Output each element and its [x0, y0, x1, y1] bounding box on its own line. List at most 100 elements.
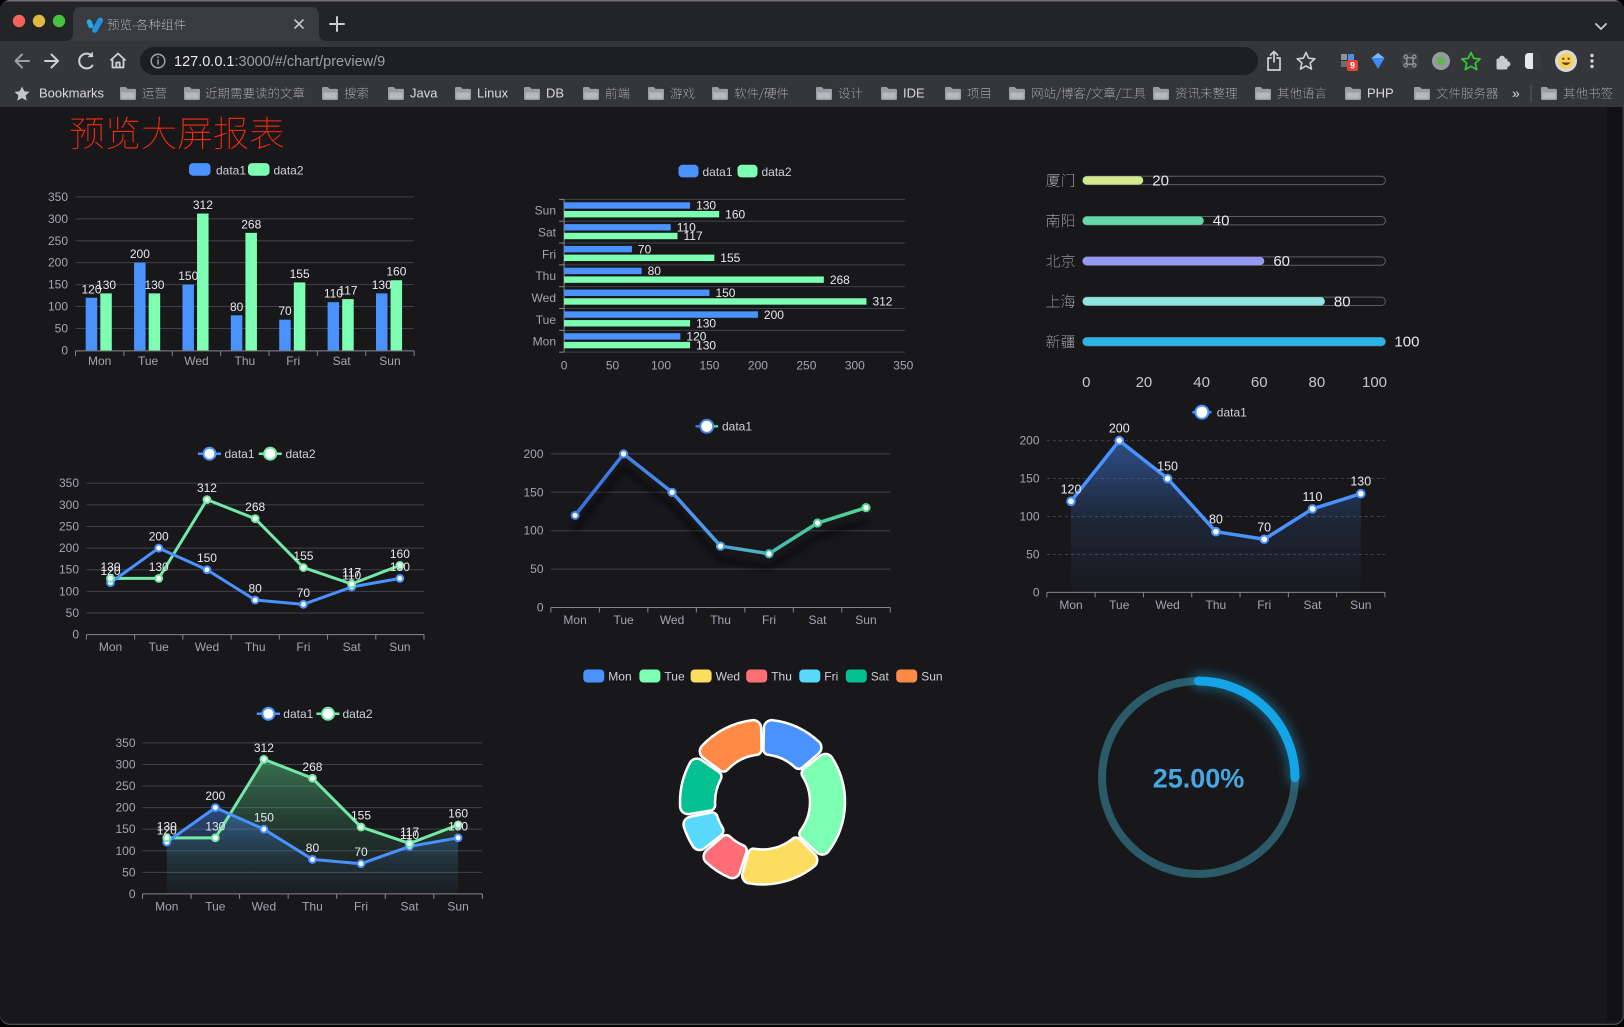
svg-text:250: 250 — [115, 779, 135, 793]
svg-text:Mon: Mon — [1059, 598, 1082, 612]
svg-text:300: 300 — [115, 757, 135, 771]
svg-text:Thu: Thu — [234, 354, 255, 368]
svg-text:Fri: Fri — [824, 670, 838, 684]
svg-text:130: 130 — [157, 819, 177, 833]
svg-text:150: 150 — [1157, 460, 1178, 474]
svg-text:Mon: Mon — [155, 899, 178, 913]
svg-text:Tue: Tue — [1109, 598, 1130, 612]
svg-text:155: 155 — [290, 267, 310, 281]
svg-text:80: 80 — [306, 841, 320, 855]
svg-text:200: 200 — [748, 359, 768, 373]
svg-text:130: 130 — [100, 560, 120, 574]
svg-text:100: 100 — [115, 844, 135, 858]
svg-text:Sun: Sun — [1350, 598, 1371, 612]
svg-text:60: 60 — [1251, 374, 1268, 391]
svg-text:110: 110 — [342, 569, 361, 583]
svg-text:160: 160 — [386, 265, 406, 279]
svg-text:40: 40 — [1193, 374, 1210, 391]
svg-text:130: 130 — [96, 278, 116, 292]
svg-text:130: 130 — [1350, 475, 1371, 489]
svg-text:Tue: Tue — [536, 313, 557, 327]
svg-text:Wed: Wed — [1155, 598, 1179, 612]
svg-text:312: 312 — [872, 295, 892, 309]
svg-text:70: 70 — [638, 242, 652, 256]
svg-text:100: 100 — [523, 524, 543, 538]
svg-text:0: 0 — [1082, 374, 1090, 391]
svg-text:150: 150 — [59, 563, 79, 577]
svg-text:268: 268 — [241, 217, 261, 231]
svg-text:data2: data2 — [274, 164, 304, 178]
svg-text:160: 160 — [448, 806, 468, 820]
svg-text:data1: data1 — [703, 165, 733, 179]
svg-text:160: 160 — [390, 547, 410, 561]
svg-text:data1: data1 — [225, 447, 255, 461]
svg-text:100: 100 — [651, 359, 671, 373]
svg-text:150: 150 — [48, 278, 68, 292]
svg-text:130: 130 — [696, 338, 716, 352]
svg-text:Sat: Sat — [808, 613, 827, 627]
svg-text:Sat: Sat — [401, 899, 420, 913]
svg-text:IDE: IDE — [903, 86, 925, 101]
svg-text:Tue: Tue — [138, 354, 159, 368]
svg-text:Thu: Thu — [535, 269, 556, 283]
svg-text:Tue: Tue — [149, 640, 170, 654]
svg-text:Thu: Thu — [245, 640, 266, 654]
svg-text:Thu: Thu — [771, 670, 792, 684]
svg-text:0: 0 — [72, 628, 79, 642]
svg-text:DB: DB — [546, 86, 564, 101]
svg-text:150: 150 — [115, 822, 135, 836]
svg-text:Sun: Sun — [921, 670, 942, 684]
svg-text:250: 250 — [796, 359, 816, 373]
svg-text:312: 312 — [254, 741, 274, 755]
svg-text:Mon: Mon — [99, 640, 122, 654]
svg-text:data1: data1 — [216, 164, 246, 178]
svg-text:60: 60 — [1273, 253, 1290, 270]
svg-text:data1: data1 — [722, 420, 752, 434]
svg-text:130: 130 — [144, 278, 164, 292]
svg-text:100: 100 — [59, 584, 79, 598]
svg-text:200: 200 — [149, 530, 169, 544]
svg-text:80: 80 — [1309, 374, 1326, 391]
svg-text:data2: data2 — [286, 447, 316, 461]
svg-text:50: 50 — [1026, 547, 1040, 561]
svg-text:20: 20 — [1136, 374, 1153, 391]
svg-text:312: 312 — [193, 198, 213, 212]
svg-text:Fri: Fri — [1257, 598, 1271, 612]
svg-text:350: 350 — [59, 476, 79, 490]
svg-text:155: 155 — [293, 549, 313, 563]
svg-text:150: 150 — [699, 359, 719, 373]
svg-text:268: 268 — [245, 500, 265, 514]
svg-text:350: 350 — [893, 359, 913, 373]
svg-text:150: 150 — [254, 811, 274, 825]
svg-text:Sat: Sat — [333, 354, 352, 368]
svg-text:70: 70 — [278, 304, 292, 318]
svg-text:Java: Java — [410, 86, 438, 101]
svg-text:50: 50 — [606, 359, 620, 373]
svg-text:150: 150 — [523, 485, 543, 499]
svg-text:250: 250 — [59, 519, 79, 533]
svg-text:Fri: Fri — [296, 640, 310, 654]
svg-text:100: 100 — [1019, 510, 1039, 524]
svg-text:120: 120 — [1061, 482, 1082, 496]
svg-text:25.00%: 25.00% — [1153, 764, 1245, 794]
svg-text:117: 117 — [400, 825, 419, 839]
svg-text:Wed: Wed — [252, 899, 276, 913]
svg-text:Wed: Wed — [716, 670, 740, 684]
svg-text:Tue: Tue — [613, 613, 634, 627]
svg-text:70: 70 — [354, 845, 368, 859]
svg-text:Sun: Sun — [447, 899, 468, 913]
svg-text:130: 130 — [696, 199, 716, 213]
svg-text:50: 50 — [55, 321, 69, 335]
svg-text:130: 130 — [149, 560, 169, 574]
svg-text:100: 100 — [1362, 374, 1387, 391]
svg-text:Thu: Thu — [710, 613, 731, 627]
svg-text:0: 0 — [1033, 585, 1040, 599]
svg-text:130: 130 — [390, 560, 410, 574]
svg-text:Wed: Wed — [660, 613, 684, 627]
svg-text:Sun: Sun — [535, 204, 556, 218]
svg-text:100: 100 — [48, 300, 68, 314]
svg-text:0: 0 — [561, 359, 568, 373]
svg-text:Mon: Mon — [563, 613, 586, 627]
svg-text:PHP: PHP — [1367, 86, 1394, 101]
svg-text:200: 200 — [115, 801, 135, 815]
